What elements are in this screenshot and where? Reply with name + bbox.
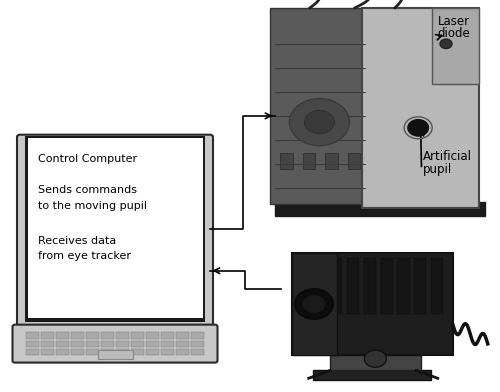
FancyBboxPatch shape [12, 325, 218, 363]
Bar [71, 348, 84, 355]
Text: diode: diode [438, 27, 470, 40]
Bar [191, 341, 204, 347]
Bar [364, 258, 376, 314]
Circle shape [408, 120, 428, 136]
Text: Sends commands: Sends commands [38, 185, 136, 195]
Bar [275, 202, 485, 216]
Bar [56, 348, 69, 355]
Circle shape [364, 350, 386, 367]
Bar [348, 153, 360, 169]
Bar [86, 341, 99, 347]
Bar [26, 332, 39, 339]
Bar [56, 332, 69, 339]
Bar [302, 153, 315, 169]
Bar [176, 332, 189, 339]
Bar [131, 332, 144, 339]
Bar [146, 332, 159, 339]
Bar [28, 138, 203, 318]
Bar [161, 332, 174, 339]
Circle shape [303, 295, 325, 312]
Text: from eye tracker: from eye tracker [38, 250, 130, 261]
Bar [432, 8, 478, 84]
Bar [314, 258, 326, 314]
Bar [101, 332, 114, 339]
Circle shape [304, 111, 334, 134]
Bar [41, 341, 54, 347]
Bar [161, 341, 174, 347]
Bar [146, 341, 159, 347]
Bar [41, 332, 54, 339]
Bar [270, 8, 373, 204]
Text: to the moving pupil: to the moving pupil [38, 201, 146, 211]
Bar [380, 258, 392, 314]
Text: Laser: Laser [438, 15, 470, 28]
Bar [86, 332, 99, 339]
Bar [176, 341, 189, 347]
Bar [26, 348, 39, 355]
Text: Control Computer: Control Computer [38, 154, 136, 164]
Circle shape [440, 39, 452, 49]
Bar [176, 348, 189, 355]
Bar [398, 258, 409, 314]
Bar [131, 341, 144, 347]
Bar [191, 348, 204, 355]
Circle shape [295, 289, 333, 319]
Bar [296, 258, 308, 314]
Bar [71, 332, 84, 339]
Bar [431, 258, 443, 314]
Bar [362, 8, 478, 208]
Bar [330, 355, 420, 370]
Bar [101, 348, 114, 355]
Text: Artificial: Artificial [422, 150, 472, 163]
Bar [347, 258, 359, 314]
Bar [131, 348, 144, 355]
Bar [71, 341, 84, 347]
Bar [313, 370, 431, 380]
Bar [41, 348, 54, 355]
Bar [146, 348, 159, 355]
Bar [98, 350, 132, 359]
Circle shape [290, 98, 350, 146]
Text: pupil: pupil [422, 163, 452, 176]
FancyBboxPatch shape [17, 135, 213, 329]
Bar [101, 341, 114, 347]
Bar [25, 136, 205, 322]
Text: Receives data: Receives data [38, 236, 116, 246]
Bar [292, 253, 337, 355]
Bar [292, 253, 453, 355]
Bar [56, 341, 69, 347]
Bar [325, 153, 338, 169]
Bar [191, 332, 204, 339]
Bar [280, 153, 292, 169]
Bar [116, 348, 129, 355]
Bar [161, 348, 174, 355]
Bar [116, 341, 129, 347]
Bar [86, 348, 99, 355]
Bar [330, 258, 342, 314]
Bar [26, 341, 39, 347]
Bar [116, 332, 129, 339]
Bar [414, 258, 426, 314]
